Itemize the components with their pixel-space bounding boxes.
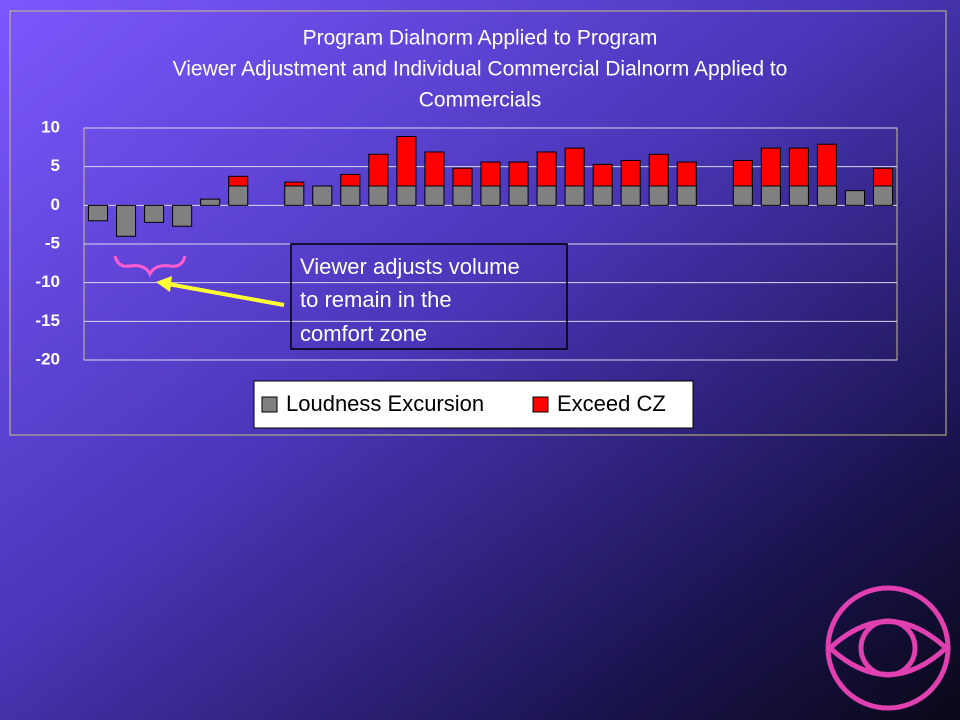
bar [424,185,445,206]
legend-label: Exceed CZ [557,391,666,416]
bar [760,147,781,187]
bar [732,185,753,206]
y-tick-label: -10 [35,272,60,291]
y-tick-label: 10 [41,117,60,136]
bar [480,161,501,187]
bar [536,151,557,187]
bar [536,185,557,206]
bar [144,204,165,223]
bar [396,185,417,206]
bar [648,153,669,187]
chart-frame [9,10,947,436]
bar [592,185,613,206]
logo [825,585,951,711]
bar [648,185,669,206]
bar [732,159,753,187]
bar [816,143,837,187]
bar [200,198,221,206]
annotation-line: to remain in the [300,287,452,312]
bar [788,185,809,206]
legend-box [253,380,694,429]
bar [508,161,529,187]
y-tick-label: -15 [35,311,60,330]
bar [284,181,305,187]
bar [872,185,894,206]
bar [452,185,473,206]
bar [116,204,137,237]
bar [676,185,697,206]
bar [788,147,809,187]
bar [368,185,389,206]
bar [620,159,641,187]
y-tick-label: 0 [51,195,60,214]
bar [480,185,501,206]
logo-pupil [858,618,918,678]
legend-swatch [261,396,278,413]
bar [340,173,361,187]
bar [760,185,781,206]
bar [424,151,445,187]
y-tick-label: 5 [51,156,60,175]
annotation-line: comfort zone [300,321,427,346]
annotation-line: Viewer adjusts volume [300,254,520,279]
y-tick-label: -5 [45,233,60,252]
title-line: Program Dialnorm Applied to Program [303,27,658,50]
bar [872,167,894,187]
bar [620,185,641,206]
bar [844,190,865,206]
logo-eye [826,619,950,677]
bar [452,167,473,187]
title-line: Viewer Adjustment and Individual Commerc… [173,58,788,81]
legend-swatch [532,396,549,413]
bar [368,153,389,187]
bar [508,185,529,206]
bar [564,147,585,187]
bar [87,204,109,222]
bar [592,163,613,187]
bar [228,175,249,187]
y-tick-label: -20 [35,349,60,368]
legend: Loudness Excursion Exceed CZ [261,391,666,416]
arrow-line [167,282,285,307]
brace [113,255,187,278]
bar [172,204,193,227]
arrow-head [156,276,172,292]
annotation-box [290,243,568,350]
bar [816,185,837,206]
bar [312,185,333,206]
legend-label: Loudness Excursion [286,391,484,416]
title-line: Commercials [419,89,542,112]
bar [340,185,361,206]
bar [284,185,305,206]
bar [564,185,585,206]
bar [228,185,249,206]
plot: 10 5 0 -5 -10 -15 -20 [35,117,898,368]
bar [676,161,697,187]
bar [396,136,417,187]
